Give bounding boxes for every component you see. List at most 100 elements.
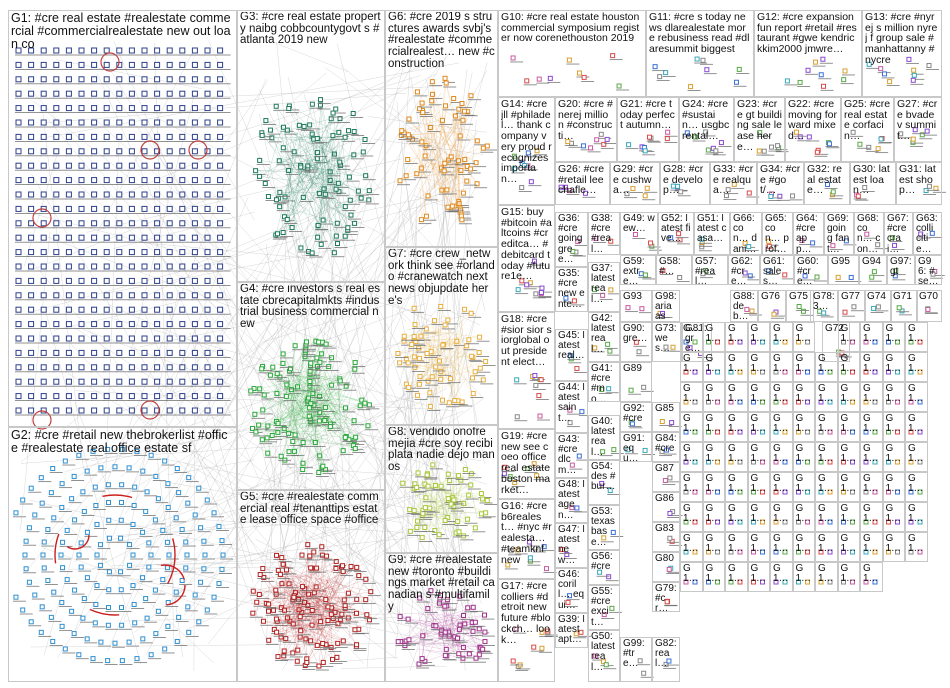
group-label-g41: G41: #cre #mo… <box>591 364 613 402</box>
graph-node <box>65 90 72 97</box>
group-box-g35: G35: #cre new ente… <box>555 267 588 312</box>
tiny-group-box: G1… <box>702 442 725 472</box>
group-label-g93: G93 <box>623 292 642 302</box>
graph-node <box>166 119 173 126</box>
group-box-g26: G26: #cre #retail leechafle… <box>555 162 610 205</box>
tiny-group-box: G1… <box>702 472 725 502</box>
group-label-g46: G46: corill… equi… <box>558 570 585 611</box>
graph-node <box>127 562 133 568</box>
tiny-group-box: G1… <box>815 502 838 532</box>
group-label-g19: G19: #cre new see coeo office real estat… <box>501 431 551 496</box>
graph-node <box>217 133 224 140</box>
graph-node <box>91 378 98 385</box>
group-box-g70: G70 <box>916 290 942 322</box>
graph-node <box>141 249 148 256</box>
graph-edge <box>320 181 480 439</box>
tiny-group-label: G1… <box>683 354 699 375</box>
graph-node <box>166 105 173 112</box>
graph-node <box>128 349 135 356</box>
tiny-group-label: G1… <box>683 414 699 435</box>
graph-node <box>154 335 161 342</box>
tiny-group-label: G1… <box>683 534 699 555</box>
graph-node <box>204 133 211 140</box>
graph-edge <box>42 111 84 471</box>
graph-node <box>179 148 186 155</box>
graph-node <box>217 220 224 227</box>
graph-node <box>141 306 148 313</box>
graph-node <box>154 263 161 270</box>
graph-node <box>91 162 98 169</box>
graph-node <box>141 205 148 212</box>
graph-edge <box>435 396 438 591</box>
graph-edge <box>259 89 457 536</box>
graph-edge <box>142 306 269 646</box>
graph-node <box>65 277 72 284</box>
group-label-g83: G83 <box>655 524 674 534</box>
graph-node <box>65 249 72 256</box>
graph-node <box>91 133 98 140</box>
tiny-group-label: G1… <box>773 474 789 495</box>
graph-node <box>72 517 78 523</box>
tiny-group-box: G1… <box>837 562 860 592</box>
graph-node <box>166 349 173 356</box>
graph-node <box>179 191 186 198</box>
self-loop <box>140 140 160 160</box>
graph-node <box>78 177 85 184</box>
graph-node <box>103 249 110 256</box>
graph-edge <box>412 218 418 410</box>
graph-node <box>15 321 22 328</box>
graph-node <box>103 393 110 400</box>
tiny-group-box: G1… <box>837 502 860 532</box>
graph-node <box>166 177 173 184</box>
group-label-g18: G18: #cre #sior sior siorglobal out pres… <box>501 314 552 368</box>
tiny-group-label: G1… <box>818 384 834 405</box>
graph-edge <box>112 318 427 406</box>
tiny-group-box: G1… <box>680 382 703 412</box>
group-box-g31: G31: latest shop… <box>896 162 942 205</box>
tiny-group-label: G1… <box>683 444 699 465</box>
graph-node <box>179 47 186 54</box>
group-box-g45: G45: latest real… <box>555 329 588 381</box>
graph-node <box>78 335 85 342</box>
graph-node <box>65 393 72 400</box>
graph-node <box>141 47 148 54</box>
graph-node <box>53 119 60 126</box>
graph-node <box>191 277 198 284</box>
tiny-group-box: G1… <box>860 412 883 442</box>
graph-node <box>143 596 149 602</box>
graph-node <box>116 148 123 155</box>
group-box-g13: G13: #cre #nyrej s million nyrej f group… <box>862 10 942 97</box>
graph-node <box>204 162 211 169</box>
group-label-g55: G55: #cre excit… <box>591 587 613 628</box>
graph-node <box>53 335 60 342</box>
group-label-g51: G51: latest casa… <box>697 214 727 245</box>
graph-edge <box>287 76 365 417</box>
graph-node <box>191 191 198 198</box>
graph-node <box>204 292 211 299</box>
graph-edge <box>120 170 450 478</box>
graph-node <box>116 393 123 400</box>
tiny-group-label: G1… <box>908 444 924 465</box>
graph-edge <box>342 355 471 521</box>
tiny-group-box: G1… <box>837 352 860 382</box>
graph-node <box>191 378 198 385</box>
tiny-group-box: G1… <box>792 412 815 442</box>
tiny-group-label: G1… <box>885 384 902 405</box>
tiny-group-box: G1… <box>882 322 905 352</box>
graph-node <box>191 364 198 371</box>
graph-edge <box>330 377 467 601</box>
graph-node <box>53 162 60 169</box>
group-label-g85: G85 <box>655 404 674 414</box>
graph-node <box>179 220 186 227</box>
group-label-g95: G95 <box>831 257 850 267</box>
graph-node <box>65 335 72 342</box>
group-label-g73: G73: wes… <box>655 324 677 355</box>
group-label-g20: G20: #cre #nerej million #constructi… <box>558 99 613 142</box>
tiny-group-box: G1… <box>725 412 748 442</box>
group-box-g20: G20: #cre #nerej million #constructi… <box>555 97 617 162</box>
graph-node <box>191 335 198 342</box>
group-box-g79: G79: #cr… <box>652 582 680 612</box>
group-label-g8: G8: vendido onofre mejia #cre soy recibi… <box>388 427 495 474</box>
tiny-group-box: G1… <box>860 472 883 502</box>
graph-edge <box>46 62 460 138</box>
